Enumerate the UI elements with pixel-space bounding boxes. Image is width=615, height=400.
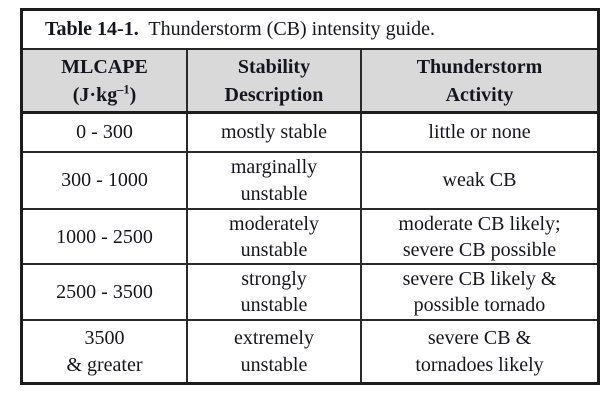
activity-cell: severe CB & tornadoes likely xyxy=(415,327,544,376)
header-mlcape-title: MLCAPE xyxy=(61,55,148,78)
unit-suffix: ) xyxy=(129,83,137,106)
mlcape-cell: 1000 - 2500 xyxy=(23,210,188,265)
stability-cell: moderately unstable xyxy=(188,210,362,265)
unit-prefix: (J·kg xyxy=(72,83,118,106)
unit-exponent: –1 xyxy=(117,81,130,96)
mlcape-cell: 300 - 1000 xyxy=(23,153,188,208)
activity-cell: severe CB likely & possible tornado xyxy=(402,268,557,317)
table-caption: Table 14-1. Thunderstorm (CB) intensity … xyxy=(23,11,597,50)
table-caption-number: Table 14-1. xyxy=(45,18,139,40)
mlcape-cell: 0 - 300 xyxy=(23,114,188,151)
thunderstorm-intensity-table: Table 14-1. Thunderstorm (CB) intensity … xyxy=(20,8,600,385)
stability-cell: extremely unstable xyxy=(188,321,362,382)
table-row: 0 - 300 mostly stable little or none xyxy=(23,114,597,151)
table-row: 2500 - 3500 strongly unstable severe CB … xyxy=(23,263,597,320)
stability-cell: marginally unstable xyxy=(188,153,362,208)
stability-cell: strongly unstable xyxy=(188,265,362,320)
table-caption-text: Thunderstorm (CB) intensity guide. xyxy=(138,18,436,40)
activity-cell: little or none xyxy=(428,121,531,144)
table-row: 300 - 1000 marginally unstable weak CB xyxy=(23,151,597,208)
table-header-row: MLCAPE (J·kg–1) Stability Description Th… xyxy=(23,50,597,114)
header-cell-mlcape: MLCAPE (J·kg–1) xyxy=(23,50,188,111)
table-row: 1000 - 2500 moderately unstable moderate… xyxy=(23,208,597,265)
header-cell-activity: Thunderstorm Activity xyxy=(416,55,543,106)
table-row: 3500 & greater extremely unstable severe… xyxy=(23,319,597,382)
mlcape-cell: 2500 - 3500 xyxy=(23,265,188,320)
header-mlcape-unit: (J·kg–1) xyxy=(73,81,137,109)
stability-cell: mostly stable xyxy=(188,114,362,151)
activity-cell: moderate CB likely; severe CB possible xyxy=(398,213,561,262)
mlcape-cell: 3500 & greater xyxy=(23,321,188,382)
header-cell-stability: Stability Description xyxy=(188,50,362,111)
activity-cell: weak CB xyxy=(442,169,517,192)
